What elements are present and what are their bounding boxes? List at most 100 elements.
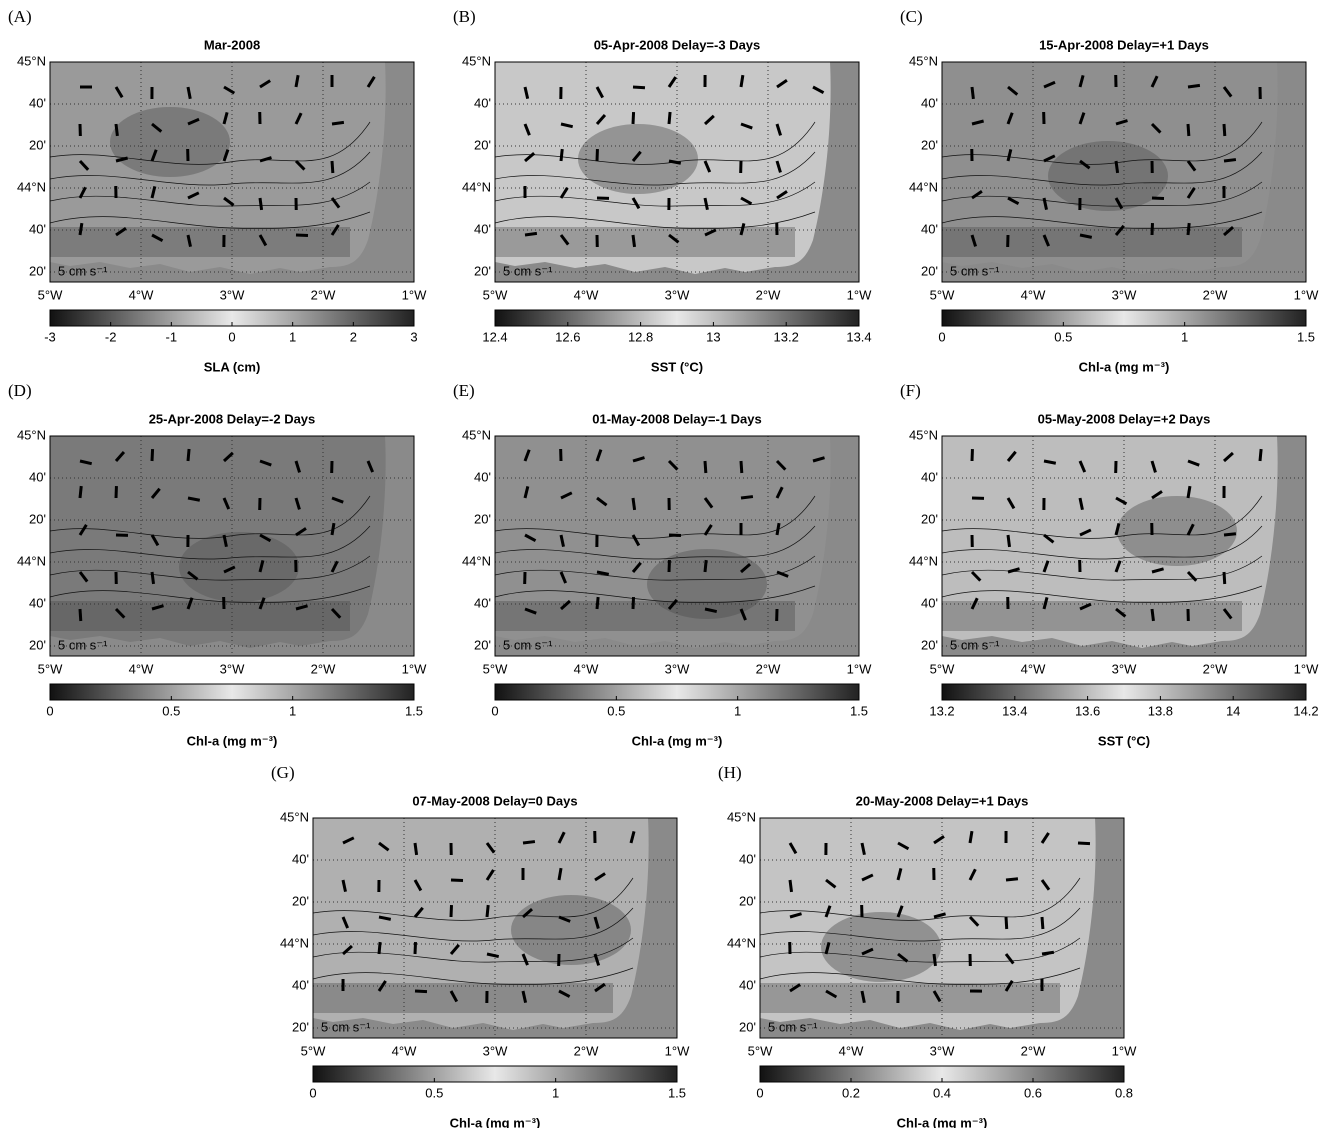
lon-label: 3°W xyxy=(220,287,245,302)
figure: (A)Mar-20085 cm s⁻¹5°W4°W3°W2°W1°W45°N40… xyxy=(0,0,1336,1128)
current-arrow xyxy=(1116,161,1118,173)
panel-letter: (G) xyxy=(271,763,295,782)
current-arrow xyxy=(80,609,81,621)
lon-label: 1°W xyxy=(1294,287,1319,302)
scale-label: 5 cm s⁻¹ xyxy=(58,263,108,278)
current-arrow xyxy=(332,122,344,124)
lat-label: 20' xyxy=(921,137,938,152)
lon-label: 4°W xyxy=(574,661,599,676)
lat-label: 44°N xyxy=(909,553,938,568)
shelf xyxy=(495,601,795,631)
lat-label: 20' xyxy=(29,137,46,152)
lon-label: 3°W xyxy=(930,1043,955,1058)
current-arrow xyxy=(1008,535,1010,547)
lon-label: 4°W xyxy=(839,1043,864,1058)
lat-label: 20' xyxy=(292,1019,309,1034)
lat-label: 45°N xyxy=(909,53,938,68)
current-arrow xyxy=(80,223,82,235)
current-arrow xyxy=(1224,534,1236,535)
panel: (B)05-Apr-2008 Delay=-3 Days5 cm s⁻¹5°W4… xyxy=(453,7,872,375)
lon-label: 4°W xyxy=(392,1043,417,1058)
scale-label: 5 cm s⁻¹ xyxy=(503,637,553,652)
current-arrow xyxy=(1006,879,1018,880)
current-arrow xyxy=(152,449,153,461)
lat-label: 40' xyxy=(29,95,46,110)
lon-label: 3°W xyxy=(1112,661,1137,676)
shelf xyxy=(942,227,1242,257)
colorbar xyxy=(942,310,1306,326)
current-arrow xyxy=(332,523,334,535)
colorbar-label: SST (°C) xyxy=(651,359,703,374)
current-arrow xyxy=(633,597,634,609)
current-arrow xyxy=(633,87,645,88)
current-arrow xyxy=(777,523,779,535)
lat-label: 20' xyxy=(739,893,756,908)
lat-label: 44°N xyxy=(462,553,491,568)
lon-label: 3°W xyxy=(483,1043,508,1058)
lon-label: 2°W xyxy=(1021,1043,1046,1058)
scale-label: 5 cm s⁻¹ xyxy=(321,1019,371,1034)
colorbar-tick-label: 0 xyxy=(228,329,235,344)
panel-title: 01-May-2008 Delay=-1 Days xyxy=(592,411,761,426)
colorbar xyxy=(942,684,1306,700)
lat-label: 45°N xyxy=(727,809,756,824)
colorbar-label: Chl-a (mg m⁻³) xyxy=(1079,359,1170,374)
colorbar-tick-label: 0.5 xyxy=(425,1085,443,1100)
lon-label: 2°W xyxy=(311,287,336,302)
lat-label: 40' xyxy=(921,221,938,236)
colorbar-tick-label: 0 xyxy=(938,329,945,344)
lat-label: 20' xyxy=(474,137,491,152)
panel: (G)07-May-2008 Delay=0 Days5 cm s⁻¹5°W4°… xyxy=(271,763,690,1128)
current-arrow xyxy=(332,161,333,173)
lat-label: 44°N xyxy=(909,179,938,194)
colorbar xyxy=(495,684,859,700)
current-arrow xyxy=(741,461,742,473)
colorbar-tick-label: 0 xyxy=(491,703,498,718)
panel-letter: (D) xyxy=(8,381,32,400)
lon-label: 5°W xyxy=(930,287,955,302)
lon-label: 4°W xyxy=(129,287,154,302)
colorbar-tick-label: 1 xyxy=(552,1085,559,1100)
lat-label: 20' xyxy=(921,263,938,278)
colorbar-tick-label: 0.6 xyxy=(1024,1085,1042,1100)
feature xyxy=(511,895,631,965)
current-arrow xyxy=(415,991,427,992)
lat-label: 20' xyxy=(921,511,938,526)
lon-label: 1°W xyxy=(1294,661,1319,676)
current-arrow xyxy=(633,498,635,510)
lat-label: 40' xyxy=(474,595,491,610)
current-arrow xyxy=(561,149,562,161)
panel-title: 05-Apr-2008 Delay=-3 Days xyxy=(594,37,761,52)
lat-label: 44°N xyxy=(462,179,491,194)
current-arrow xyxy=(1042,917,1043,929)
lat-label: 44°N xyxy=(17,553,46,568)
lat-label: 40' xyxy=(292,851,309,866)
lon-label: 2°W xyxy=(1203,287,1228,302)
current-arrow xyxy=(415,942,416,954)
lat-label: 40' xyxy=(29,469,46,484)
feature xyxy=(1117,496,1237,566)
colorbar-tick-label: 1.5 xyxy=(668,1085,686,1100)
current-arrow xyxy=(934,954,935,966)
panel-title: 25-Apr-2008 Delay=-2 Days xyxy=(149,411,316,426)
lat-label: 44°N xyxy=(280,935,309,950)
lat-label: 40' xyxy=(739,851,756,866)
lat-label: 40' xyxy=(29,221,46,236)
lon-label: 1°W xyxy=(665,1043,690,1058)
panel-letter: (B) xyxy=(453,7,476,26)
colorbar-tick-label: -1 xyxy=(166,329,178,344)
current-arrow xyxy=(1224,160,1236,161)
lon-label: 2°W xyxy=(311,661,336,676)
current-arrow xyxy=(116,124,117,136)
colorbar-tick-label: 13.2 xyxy=(774,329,799,344)
shelf xyxy=(50,227,350,257)
colorbar xyxy=(495,310,859,326)
colorbar xyxy=(50,684,414,700)
lat-label: 20' xyxy=(474,511,491,526)
lon-label: 4°W xyxy=(1021,661,1046,676)
lat-label: 45°N xyxy=(909,427,938,442)
lon-label: 4°W xyxy=(1021,287,1046,302)
current-arrow xyxy=(559,868,561,880)
colorbar-label: Chl-a (mg m⁻³) xyxy=(187,733,278,748)
colorbar-label: Chl-a (mg m⁻³) xyxy=(632,733,723,748)
